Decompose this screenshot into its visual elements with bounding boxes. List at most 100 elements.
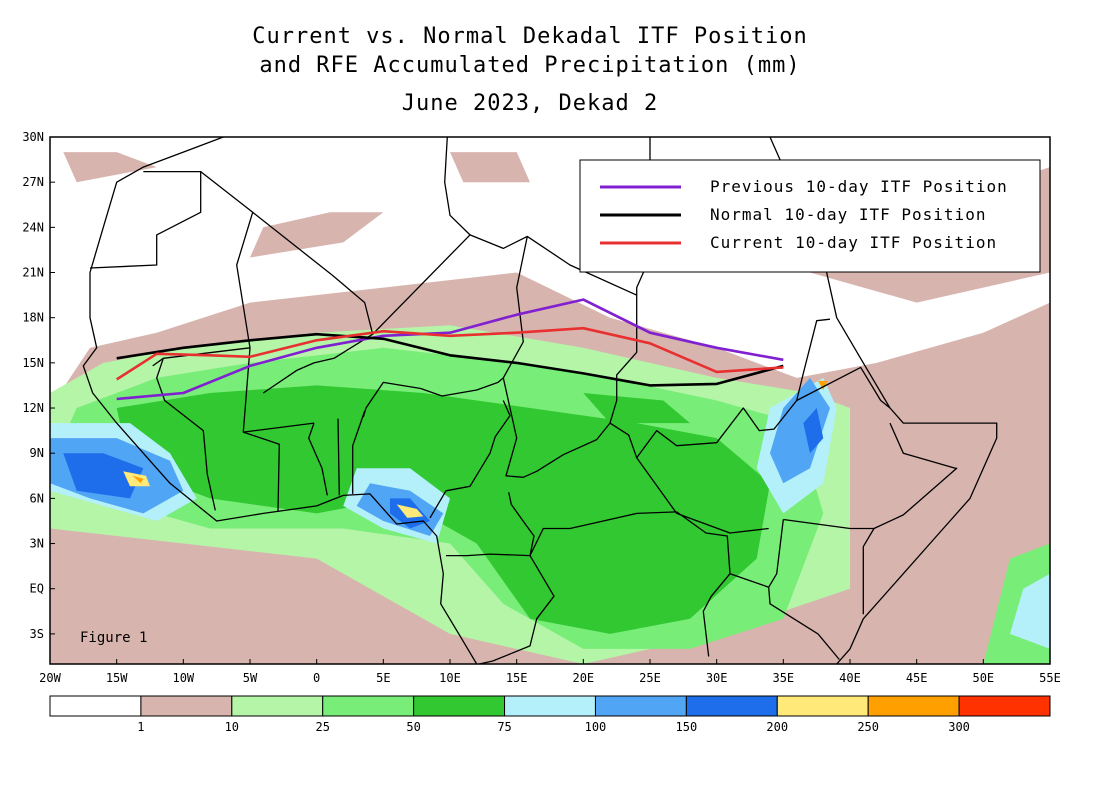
y-tick-label-2: 24N xyxy=(22,220,44,234)
border-line-26 xyxy=(873,422,958,530)
x-tick-label-2: 10W xyxy=(172,671,194,685)
colorbar-bin-10 xyxy=(958,695,1051,717)
border-line-16 xyxy=(502,377,611,478)
border-line-12 xyxy=(243,431,280,512)
border-line-20 xyxy=(479,555,555,664)
border-line-3 xyxy=(152,171,254,367)
x-tick-label-11: 35E xyxy=(772,671,794,685)
y-tick-label-0: 30N xyxy=(22,130,44,144)
y-tick-label-9: 3N xyxy=(30,537,44,551)
border-line-14 xyxy=(337,418,340,496)
border-line-7 xyxy=(526,235,769,534)
precip-region-3 xyxy=(450,152,530,183)
colorbar-label-0: 1 xyxy=(137,720,144,734)
colorbar-bin-3 xyxy=(322,695,415,717)
colorbar-label-8: 250 xyxy=(857,720,879,734)
y-tick-label-7: 9N xyxy=(30,446,44,460)
x-tick-label-8: 20E xyxy=(572,671,594,685)
colorbar-bin-1 xyxy=(140,695,233,717)
border-line-13 xyxy=(308,422,328,496)
colorbar-label-1: 10 xyxy=(225,720,239,734)
border-line-23 xyxy=(768,587,840,660)
precip-region-10 xyxy=(583,393,690,424)
y-tick-label-5: 15N xyxy=(22,356,44,370)
y-tick-label-1: 27N xyxy=(22,175,44,189)
precip-region-18 xyxy=(63,453,144,499)
y-tick-label-4: 18N xyxy=(22,311,44,325)
border-line-22 xyxy=(729,519,784,588)
colorbar-label-7: 200 xyxy=(766,720,788,734)
y-tick-label-6: 12N xyxy=(22,401,44,415)
border-line-2 xyxy=(89,170,202,269)
border-line-5 xyxy=(362,234,528,418)
x-tick-label-10: 30E xyxy=(706,671,728,685)
border-line-11 xyxy=(156,358,216,511)
legend-label-normal: Normal 10-day ITF Position xyxy=(710,205,986,224)
border-line-1 xyxy=(82,272,478,664)
colorbar-label-4: 75 xyxy=(497,720,511,734)
x-tick-label-13: 45E xyxy=(906,671,928,685)
colorbar-bin-2 xyxy=(231,695,324,717)
itf-legend: Previous 10-day ITF Position Normal 10-d… xyxy=(579,159,1041,273)
title-line-1: Current vs. Normal Dekadal ITF Position xyxy=(252,24,808,49)
figure-label: Figure 1 xyxy=(80,630,147,646)
precip-region-22 xyxy=(396,504,424,518)
precip-region-2 xyxy=(250,212,384,258)
colorbar-label-6: 150 xyxy=(676,720,698,734)
x-tick-label-15: 55E xyxy=(1039,671,1061,685)
border-line-6 xyxy=(444,137,471,236)
border-line-18 xyxy=(446,492,535,557)
colorbar-bin-8 xyxy=(776,695,869,717)
map-frame xyxy=(49,136,1051,665)
border-line-28 xyxy=(242,347,315,433)
colorbar-bin-0 xyxy=(49,695,142,717)
x-tick-label-1: 15W xyxy=(106,671,128,685)
precip-region-24 xyxy=(818,380,828,390)
axis-ticks: 20W 15W 10W 5W 0 5E 10E 15E 20E 25E 30E 35E 40E 45E 50… xyxy=(22,130,1061,685)
colorbar-label-9: 300 xyxy=(948,720,970,734)
colorbar-label-5: 100 xyxy=(585,720,607,734)
title-line-3: June 2023, Dekad 2 xyxy=(401,91,659,116)
y-tick-label-3: 21N xyxy=(22,266,44,280)
precipitation-field xyxy=(50,152,1050,664)
x-tick-label-4: 0 xyxy=(313,671,320,685)
legend-label-current: Current 10-day ITF Position xyxy=(710,233,997,252)
itf-line-0 xyxy=(116,298,784,401)
x-tick-label-7: 15E xyxy=(506,671,528,685)
x-tick-label-3: 5W xyxy=(243,671,258,685)
border-line-4 xyxy=(252,211,374,394)
colorbar-bin-7 xyxy=(685,695,778,717)
x-tick-label-12: 40E xyxy=(839,671,861,685)
colorbar-bin-9 xyxy=(867,695,960,717)
border-line-17 xyxy=(429,400,511,519)
itf-line-1 xyxy=(116,332,784,387)
y-tick-label-8: 6N xyxy=(30,491,44,505)
precip-region-14 xyxy=(1010,573,1050,649)
itf-line-2 xyxy=(115,326,784,381)
itf-lines xyxy=(115,298,784,401)
y-tick-label-11: 3S xyxy=(30,627,44,641)
legend-label-previous: Previous 10-day ITF Position xyxy=(710,177,1008,196)
y-tick-label-10: EQ xyxy=(30,582,44,596)
border-line-19 xyxy=(529,511,677,556)
colorbar-label-3: 50 xyxy=(406,720,420,734)
border-line-10 xyxy=(636,318,831,459)
title-line-2: and RFE Accumulated Precipitation (mm) xyxy=(259,53,801,78)
x-tick-label-5: 5E xyxy=(376,671,390,685)
colorbar-label-2: 25 xyxy=(316,720,330,734)
precip-region-1 xyxy=(63,152,157,183)
colorbar-bin-5 xyxy=(504,695,596,717)
x-tick-label-9: 25E xyxy=(639,671,661,685)
precip-region-17 xyxy=(770,377,830,484)
precip-region-20 xyxy=(803,408,824,454)
colorbar-bin-4 xyxy=(413,695,506,717)
precip-region-23 xyxy=(132,475,144,484)
x-tick-label-6: 10E xyxy=(439,671,461,685)
border-line-15 xyxy=(352,410,366,494)
colorbar-bin-6 xyxy=(594,695,687,717)
precip-colorbar: 1 10 25 50 75 100 150 200 250 300 xyxy=(49,695,1051,734)
x-tick-label-14: 50E xyxy=(972,671,994,685)
border-line-25 xyxy=(796,366,891,409)
x-tick-label-0: 20W xyxy=(39,671,61,685)
